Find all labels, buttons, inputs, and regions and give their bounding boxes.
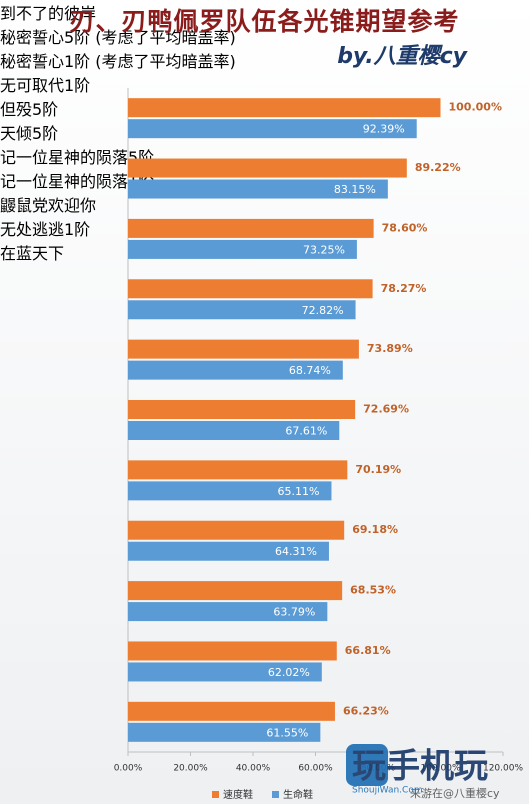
category-label: 无可取代1阶	[0, 76, 91, 95]
bar	[128, 98, 441, 118]
bar	[128, 279, 373, 299]
bar	[128, 581, 343, 601]
x-tick-label: 120.00%	[483, 764, 523, 774]
bar	[128, 520, 345, 540]
bar	[128, 218, 374, 238]
bar	[128, 179, 388, 199]
bar	[128, 460, 348, 480]
bar	[128, 339, 359, 359]
value-label: 61.55%	[266, 726, 308, 739]
watermark-credit: 来游在@八重樱cy	[410, 786, 500, 800]
x-tick-label: 40.00%	[236, 764, 271, 774]
x-tick-label: 60.00%	[298, 764, 333, 774]
watermark-badge	[346, 744, 388, 786]
bar	[128, 722, 321, 742]
watermark-logo: 玩手机玩	[352, 747, 488, 787]
value-label: 66.81%	[345, 644, 391, 657]
category-label: 但殁5阶	[0, 100, 59, 119]
value-label: 67.61%	[285, 425, 327, 438]
value-label: 73.89%	[367, 342, 413, 355]
bar	[128, 119, 417, 139]
legend-label: 速度鞋	[223, 788, 253, 801]
bar	[128, 360, 343, 380]
category-label: 记一位星神的陨落5阶	[0, 148, 155, 167]
category-label: 在蓝天下	[0, 244, 65, 263]
bar	[128, 421, 340, 440]
category-label: 记一位星神的陨落1阶	[0, 172, 155, 191]
value-label: 78.27%	[381, 282, 427, 295]
legend-label: 生命鞋	[283, 788, 313, 801]
category-label: 鼹鼠党欢迎你	[0, 196, 97, 215]
chart-subtitle: by.八重樱cy	[337, 44, 467, 69]
watermark-site: ShoujiWan.Com	[352, 786, 423, 796]
chart-title: 刃、刃鸭佩罗队伍各光锥期望参考	[69, 7, 460, 36]
value-label: 72.82%	[302, 304, 344, 317]
value-label: 78.60%	[382, 221, 428, 234]
value-label: 64.31%	[275, 545, 317, 558]
x-tick-label: 0.00%	[114, 764, 143, 774]
bar	[128, 701, 335, 721]
value-label: 73.25%	[303, 243, 345, 256]
value-label: 68.74%	[289, 364, 331, 377]
bar	[128, 541, 329, 561]
bar	[128, 300, 356, 320]
category-label: 无处逃逃1阶	[0, 220, 91, 239]
bar	[128, 602, 328, 622]
category-label: 秘密誓心5阶 (考虑了平均暗盖率)	[0, 28, 236, 47]
bar	[128, 158, 407, 178]
bar	[128, 239, 357, 259]
category-label: 秘密誓心1阶 (考虑了平均暗盖率)	[0, 52, 236, 71]
value-label: 68.53%	[350, 584, 396, 597]
value-label: 66.23%	[343, 704, 389, 717]
legend-swatch	[212, 791, 219, 798]
bar	[128, 662, 322, 682]
bar	[128, 641, 337, 661]
value-label: 69.18%	[352, 523, 398, 536]
x-tick-label: 100.00%	[420, 764, 460, 774]
value-label: 70.19%	[355, 463, 401, 476]
value-label: 92.39%	[363, 123, 405, 136]
bar	[128, 481, 332, 501]
category-label: 到不了的彼岸	[0, 4, 97, 23]
bar	[128, 400, 356, 419]
x-tick-label: 20.00%	[173, 764, 208, 774]
value-label: 83.15%	[334, 183, 376, 196]
value-label: 65.11%	[278, 485, 320, 498]
value-label: 72.69%	[363, 403, 409, 416]
value-label: 63.79%	[273, 606, 315, 619]
category-label: 天倾5阶	[0, 124, 59, 143]
value-label: 89.22%	[415, 161, 461, 174]
value-label: 62.02%	[268, 666, 310, 679]
value-label: 100.00%	[449, 101, 502, 114]
legend-swatch	[272, 791, 279, 798]
